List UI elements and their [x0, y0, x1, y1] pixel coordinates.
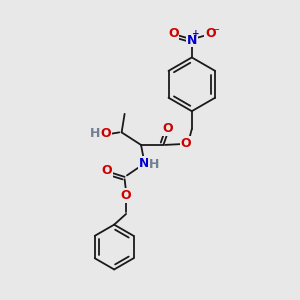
Text: +: +: [192, 29, 200, 38]
Text: O: O: [101, 128, 111, 140]
Text: O: O: [163, 122, 173, 135]
Text: O: O: [181, 137, 191, 150]
Text: O: O: [101, 164, 112, 177]
Text: N: N: [187, 34, 197, 46]
Text: −: −: [212, 25, 220, 35]
Text: H: H: [90, 128, 100, 140]
Text: O: O: [121, 189, 131, 202]
Text: N: N: [139, 157, 149, 170]
Text: O: O: [205, 27, 216, 40]
Text: O: O: [168, 27, 178, 40]
Text: H: H: [148, 158, 159, 170]
